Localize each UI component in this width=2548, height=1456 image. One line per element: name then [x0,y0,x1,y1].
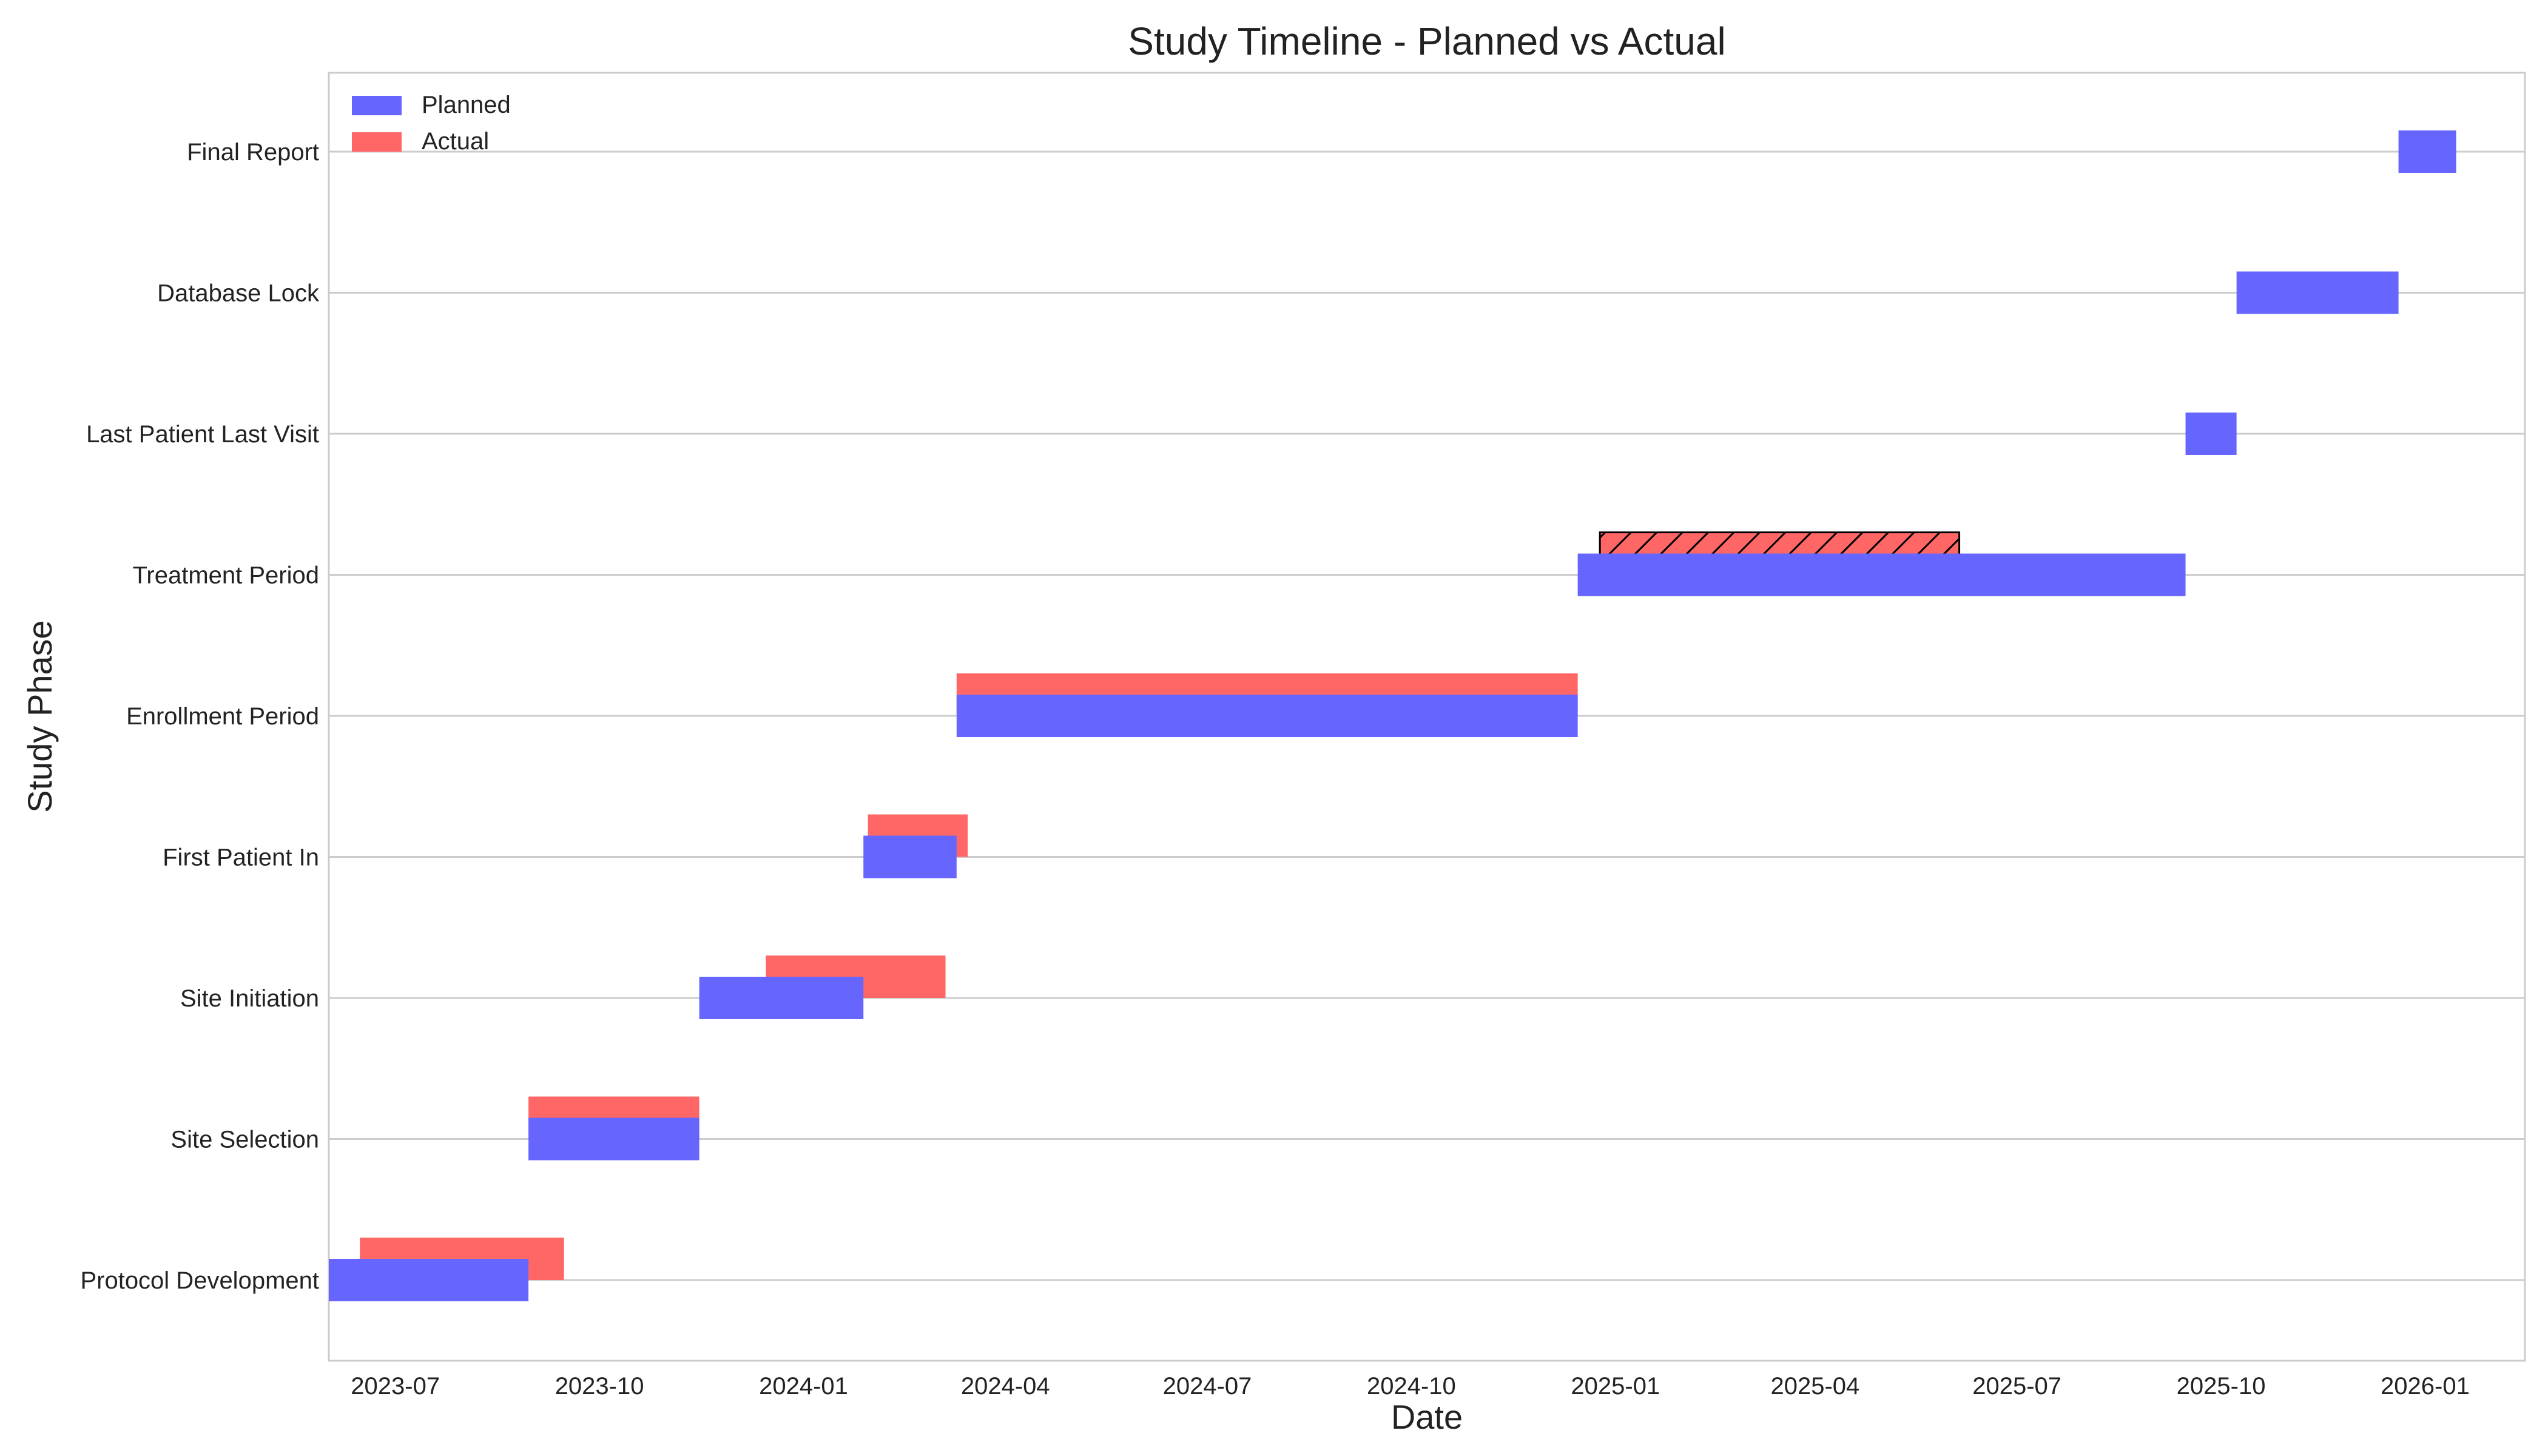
planned-bar-enrollment-period [956,695,1578,737]
planned-bar-protocol-development [329,1259,529,1301]
planned-bar-treatment-period [1577,553,2186,596]
chart-title: Study Timeline - Planned vs Actual [1128,19,1725,63]
bars [329,130,2456,1301]
y-tick-label: Protocol Development [80,1267,319,1294]
x-axis-title: Date [1391,1398,1463,1436]
legend: Planned Actual [352,92,511,155]
y-tick-labels: Protocol Development Site Selection Site I… [80,139,320,1294]
x-tick-label: 2025-01 [1571,1373,1660,1400]
y-tick-label: Site Selection [170,1127,319,1153]
y-axis-title: Study Phase [21,620,59,813]
x-tick-label: 2023-10 [555,1373,644,1400]
planned-bar-final-report [2398,130,2456,173]
legend-swatch-actual [352,132,402,152]
y-tick-label: Last Patient Last Visit [86,421,319,448]
y-tick-label: Database Lock [157,280,320,307]
x-tick-label: 2025-04 [1771,1373,1860,1400]
y-tick-label: Enrollment Period [126,703,319,730]
planned-bar-last-patient-last-visit [2185,413,2237,455]
legend-swatch-planned [352,96,402,115]
x-tick-label: 2025-07 [1972,1373,2061,1400]
y-tick-label: Treatment Period [132,562,319,589]
planned-bar-first-patient-in [863,835,957,878]
x-tick-label: 2024-01 [759,1373,848,1400]
y-tick-label: First Patient In [163,844,319,871]
x-tick-label: 2024-07 [1163,1373,1252,1400]
legend-label-actual: Actual [422,128,489,155]
x-tick-label: 2025-10 [2177,1373,2266,1400]
x-tick-label: 2024-04 [961,1373,1050,1400]
x-tick-labels: 2023-07 2023-10 2024-01 2024-04 2024-07 2024-… [351,1373,2470,1400]
legend-label-planned: Planned [422,92,511,118]
planned-bar-site-selection [528,1117,699,1161]
y-tick-label: Final Report [187,139,319,166]
planned-bar-database-lock [2236,271,2399,314]
x-tick-label: 2024-10 [1367,1373,1456,1400]
planned-bar-site-initiation [699,977,864,1019]
x-tick-label: 2026-01 [2381,1373,2470,1400]
y-tick-label: Site Initiation [180,985,319,1012]
x-tick-label: 2023-07 [351,1373,440,1400]
